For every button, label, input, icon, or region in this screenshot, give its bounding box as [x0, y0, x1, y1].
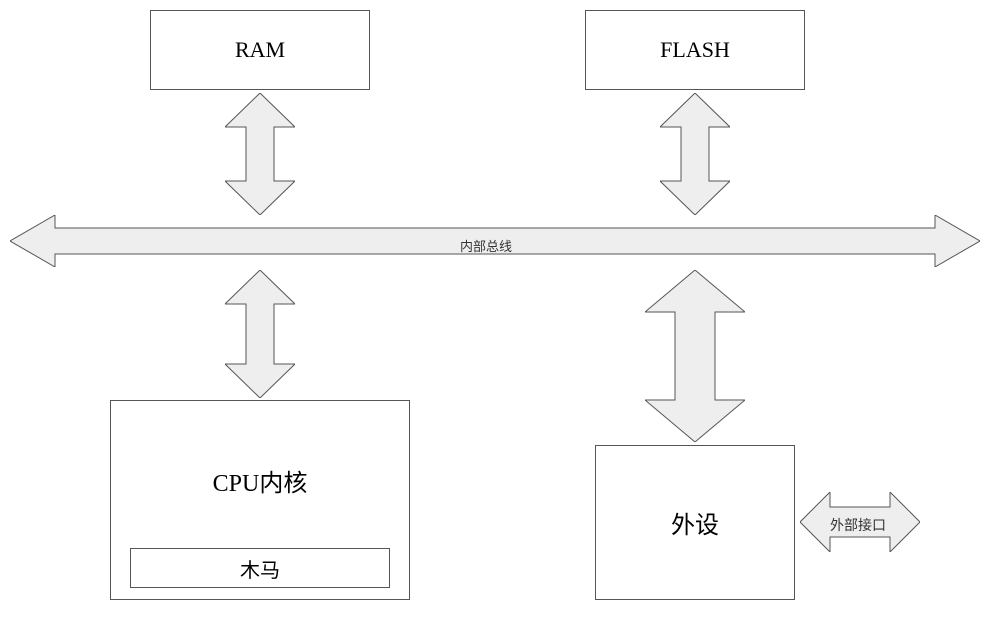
ram-label: RAM — [235, 37, 285, 63]
peripheral-label: 外设 — [671, 505, 719, 540]
diagram-canvas: RAM FLASH CPU内核 木马 外设 内部总线 外部接 — [0, 0, 1000, 639]
bus-label: 内部总线 — [460, 236, 512, 255]
ram-bus-arrow — [225, 93, 295, 215]
flash-bus-arrow — [660, 93, 730, 215]
ram-node: RAM — [150, 10, 370, 90]
peripheral-node: 外设 — [595, 445, 795, 600]
trojan-node: 木马 — [130, 548, 390, 588]
flash-label: FLASH — [660, 37, 730, 63]
flash-node: FLASH — [585, 10, 805, 90]
peripheral-bus-arrow — [645, 270, 745, 442]
cpu-bus-arrow — [225, 270, 295, 398]
cpu-label: CPU内核 — [213, 463, 308, 498]
ext-interface-label: 外部接口 — [830, 515, 886, 535]
trojan-label: 木马 — [240, 554, 280, 583]
